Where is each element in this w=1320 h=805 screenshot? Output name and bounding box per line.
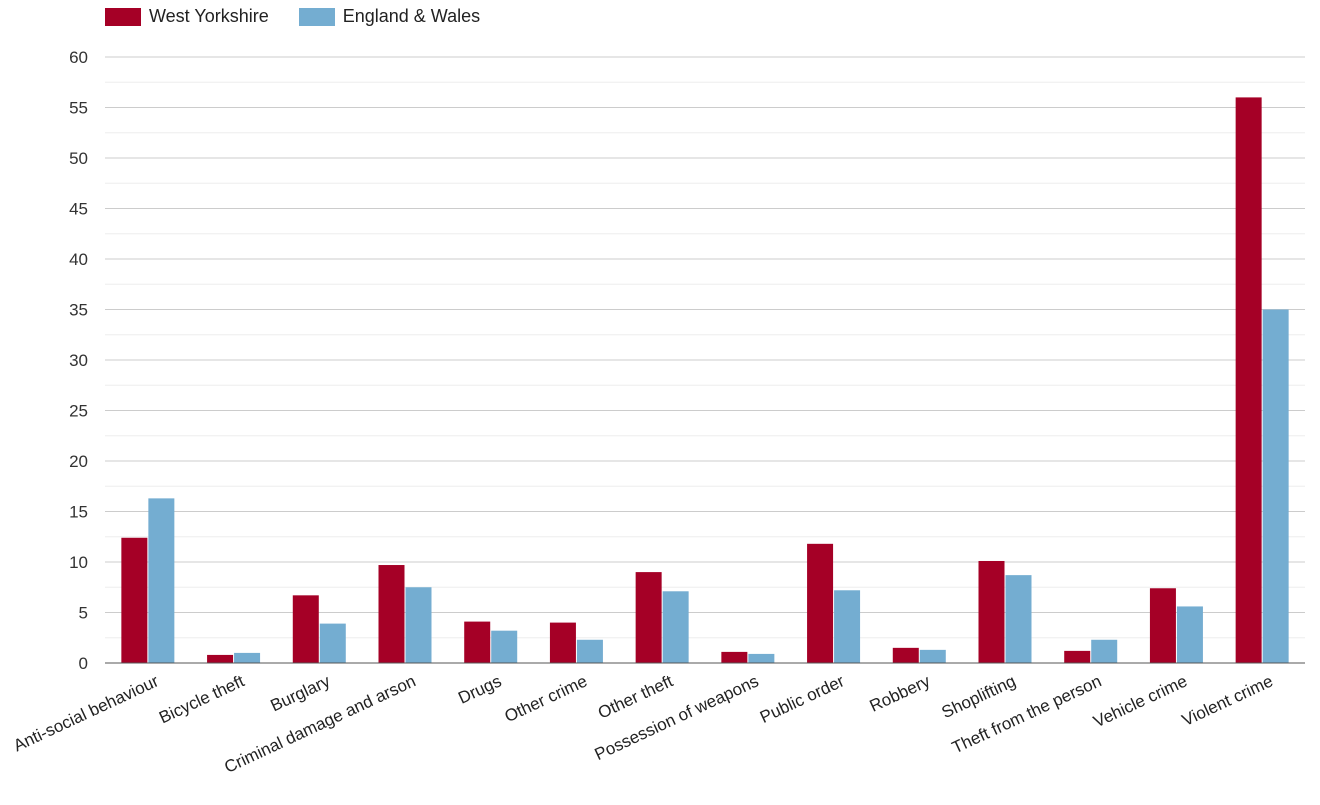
bar-west-yorkshire	[121, 537, 148, 663]
x-tick-label: Possession of weapons	[592, 671, 762, 764]
bar-england-wales	[319, 623, 346, 663]
y-tick-label: 45	[69, 200, 88, 219]
y-tick-label: 40	[69, 250, 88, 269]
bar-england-wales	[234, 652, 261, 663]
legend-item-england-wales[interactable]: England & Wales	[298, 6, 481, 27]
bar-england-wales	[834, 590, 861, 663]
bar-england-wales	[491, 630, 518, 663]
legend-item-west-yorkshire[interactable]: West Yorkshire	[105, 6, 269, 27]
bar-england-wales	[1091, 639, 1118, 663]
y-tick-label: 50	[69, 149, 88, 168]
bar-west-yorkshire	[1235, 97, 1262, 663]
x-tick-label: Burglary	[268, 671, 334, 715]
x-tick-label: Theft from the person	[949, 671, 1104, 757]
bar-england-wales	[662, 591, 689, 663]
x-tick-label: Other crime	[502, 671, 591, 726]
y-tick-label: 55	[69, 99, 88, 118]
x-tick-label: Public order	[757, 671, 848, 727]
y-tick-label: 35	[69, 301, 88, 320]
x-tick-label: Violent crime	[1179, 671, 1276, 730]
bar-west-yorkshire	[1064, 650, 1091, 663]
bar-england-wales	[748, 653, 775, 663]
bar-west-yorkshire	[892, 647, 919, 663]
x-tick-label: Anti-social behaviour	[10, 671, 161, 755]
y-tick-label: 5	[79, 604, 88, 623]
bar-west-yorkshire	[1149, 588, 1176, 663]
y-tick-label: 20	[69, 452, 88, 471]
bar-england-wales	[1005, 575, 1032, 663]
bar-west-yorkshire	[721, 651, 748, 663]
y-tick-label: 60	[69, 48, 88, 67]
bar-england-wales	[405, 587, 432, 663]
bar-england-wales	[919, 649, 946, 663]
legend: West Yorkshire England & Wales	[105, 6, 480, 27]
y-tick-label: 15	[69, 503, 88, 522]
bar-england-wales	[576, 639, 603, 663]
legend-label-west-yorkshire: West Yorkshire	[149, 6, 269, 26]
bar-west-yorkshire	[978, 560, 1005, 663]
legend-label-england-wales: England & Wales	[342, 6, 481, 26]
y-tick-label: 10	[69, 553, 88, 572]
y-tick-label: 30	[69, 351, 88, 370]
x-tick-label: Bicycle theft	[156, 671, 247, 727]
y-tick-label: 25	[69, 402, 88, 421]
bar-england-wales	[1262, 309, 1289, 663]
legend-swatch-west-yorkshire	[105, 7, 141, 26]
bar-west-yorkshire	[635, 572, 662, 663]
x-tick-label: Robbery	[867, 671, 934, 716]
bar-england-wales	[148, 498, 175, 663]
bar-west-yorkshire	[807, 543, 834, 663]
bar-west-yorkshire	[464, 621, 491, 663]
x-tick-label: Drugs	[455, 671, 504, 707]
bar-west-yorkshire	[378, 565, 405, 663]
bar-england-wales	[1176, 606, 1203, 663]
bar-west-yorkshire	[207, 654, 234, 663]
x-tick-label: Vehicle crime	[1090, 671, 1190, 731]
legend-swatch-england-wales	[298, 7, 335, 26]
y-tick-label: 0	[79, 654, 88, 673]
bar-west-yorkshire	[292, 595, 319, 663]
bar-west-yorkshire	[549, 622, 576, 663]
